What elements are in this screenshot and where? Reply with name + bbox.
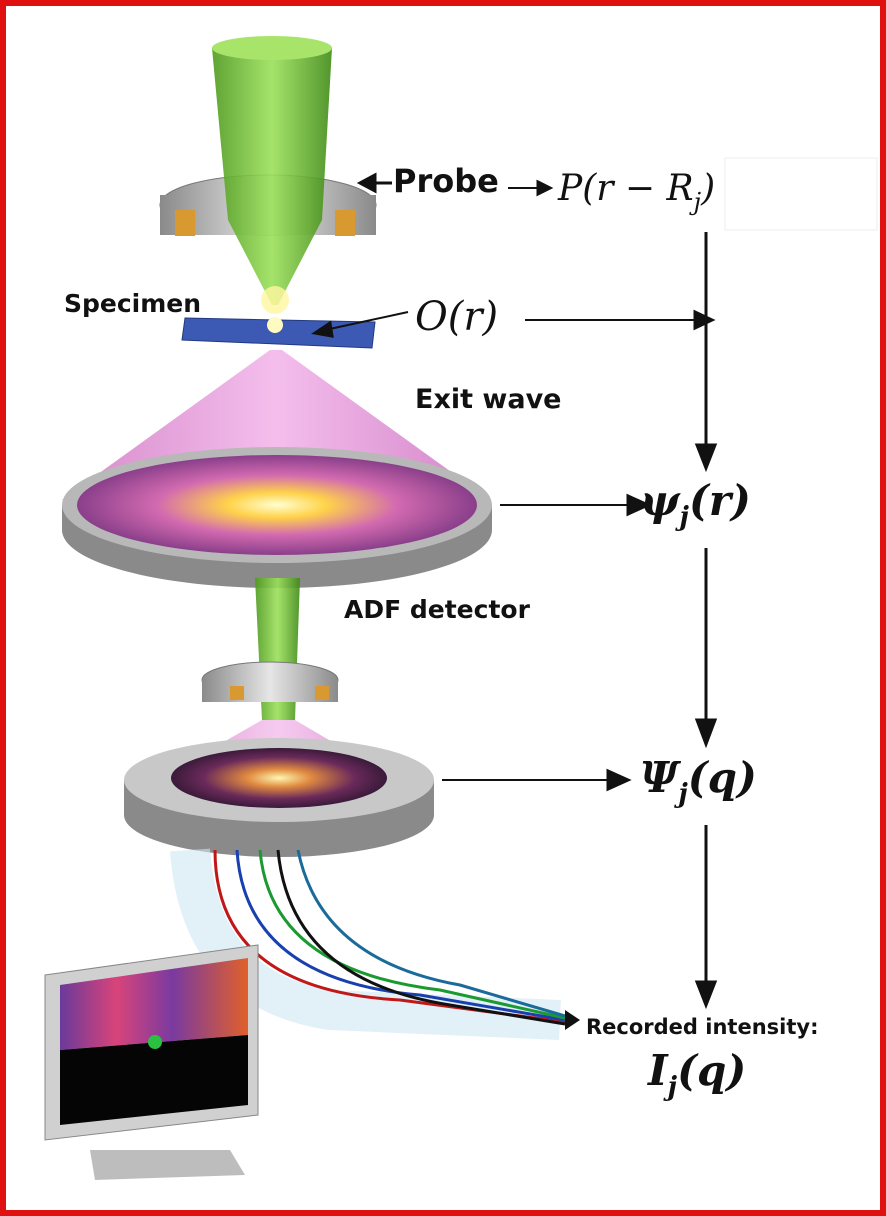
specimen-spot [267,317,283,333]
formula-part: I [647,1046,669,1095]
formula-part: ) [700,168,715,209]
exit-wave-formula: ψj(r) [640,476,751,532]
coil [175,210,195,236]
formula-part: P(r − R [557,168,694,209]
probe-beam [212,48,332,305]
diffraction-formula: Ψj(q) [640,753,757,809]
coil [315,686,329,700]
arrowhead [697,982,715,1005]
probe-label: Probe [393,162,499,200]
formula-part: (q) [677,1046,746,1095]
recorded-intensity-label: Recorded intensity: [586,1015,818,1039]
arrowhead [608,771,628,789]
probe-formula: P(r − Rj) [557,168,715,216]
arrowhead [360,175,375,191]
formula-part: ψ [640,476,681,525]
detector-pattern [77,455,477,555]
blank-box [725,158,877,230]
beam-top [212,36,332,60]
scan-position [148,1035,162,1049]
cable-arrowhead [565,1010,580,1030]
monitor-stand [90,1150,245,1180]
probe-focus [261,286,289,314]
diffraction-pattern [171,748,387,808]
exit-wave-label: Exit wave [415,384,562,415]
formula-part: (r) [689,476,751,525]
formula-part: (q) [688,753,757,802]
object-formula: O(r) [415,294,498,340]
coil [335,210,355,236]
arrowhead [695,312,712,328]
intensity-formula: Ij(q) [647,1046,746,1102]
diagram: Probe P(r − Rj) Specimen O(r) Exit wave … [0,0,886,1216]
arrowhead [697,445,715,468]
arrowhead [538,182,550,194]
specimen-label: Specimen [64,289,201,318]
arrowhead [697,720,715,744]
formula-part: Ψ [640,753,682,802]
adf-detector-label: ADF detector [344,595,531,624]
coil [230,686,244,700]
